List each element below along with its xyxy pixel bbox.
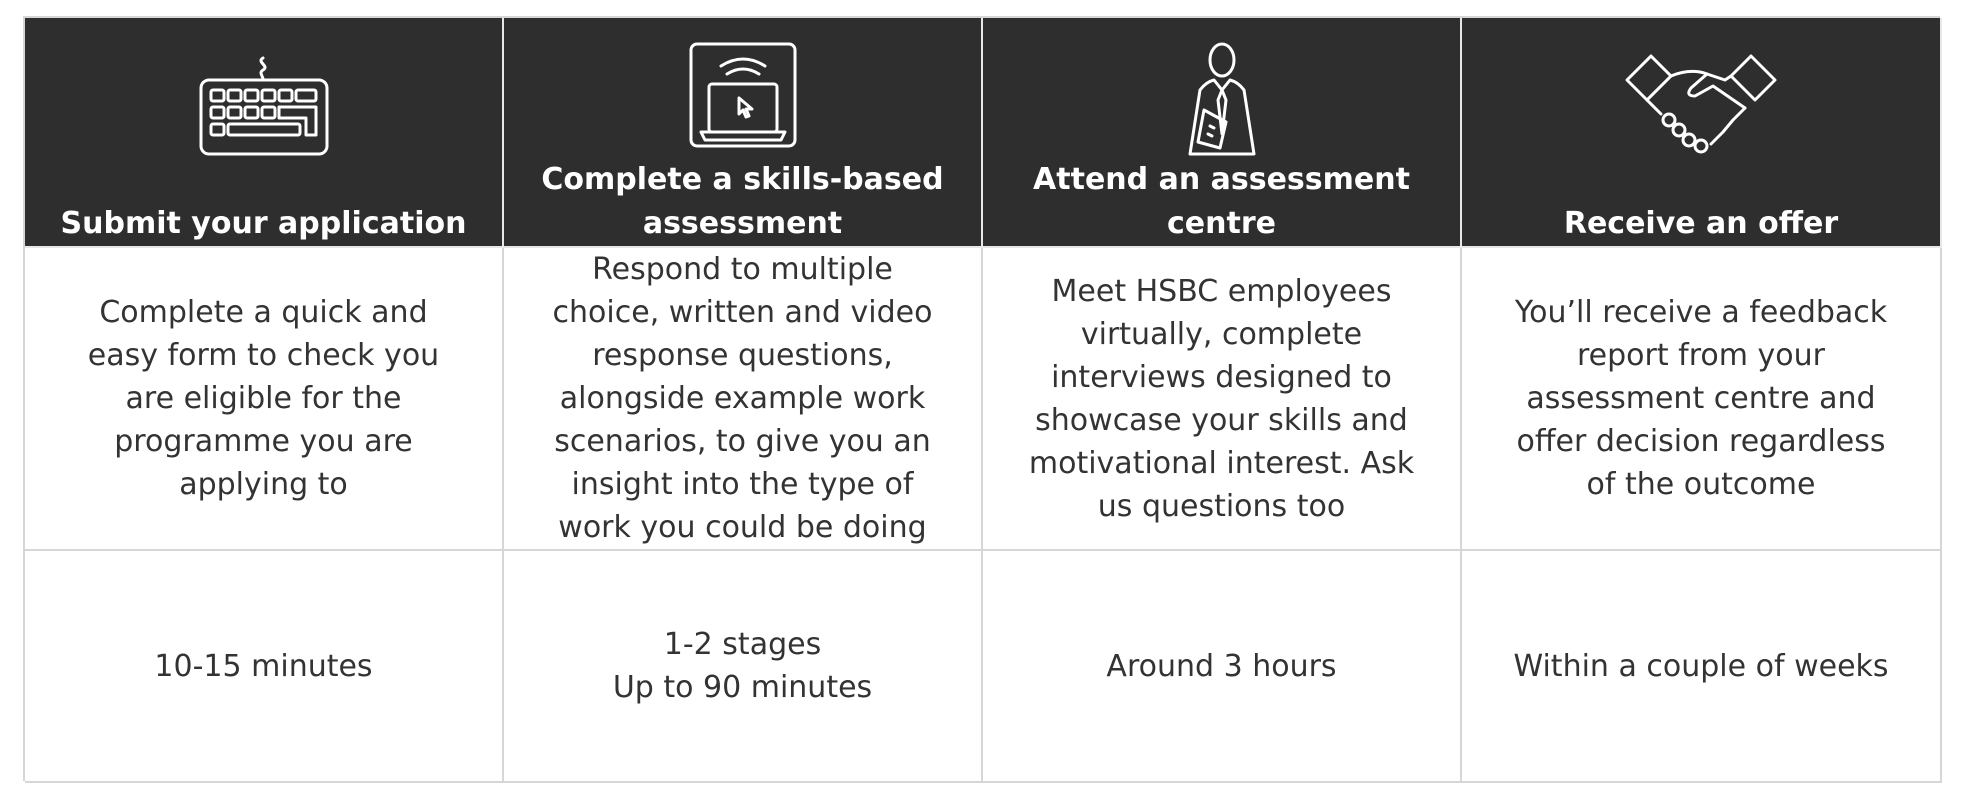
step-description-submit-application: Complete a quick and easy form to check … (25, 248, 504, 551)
step-duration-assessment-centre: Around 3 hours (983, 551, 1462, 783)
step-duration-submit-application: 10-15 minutes (25, 551, 504, 783)
step-title: Submit your application (60, 206, 467, 241)
step-header-submit-application: Submit your application (25, 18, 504, 248)
employee-icon (1142, 40, 1302, 160)
step-description-receive-offer: You’ll receive a feedback report from yo… (1462, 248, 1942, 551)
step-header-receive-offer: Receive an offer (1462, 18, 1942, 248)
process-grid: Submit your application Complete a skill… (23, 16, 1942, 783)
step-title: Receive an offer (1563, 206, 1839, 241)
keyboard-icon (184, 40, 344, 160)
step-title: Complete a skills-based assessment (541, 162, 944, 241)
step-header-assessment-centre: Attend an assessment centre (983, 18, 1462, 248)
recruitment-process-table: Submit your application Complete a skill… (23, 16, 1942, 783)
step-duration-receive-offer: Within a couple of weeks (1462, 551, 1942, 783)
step-title: Attend an assessment centre (1033, 162, 1410, 241)
laptop-icon (663, 40, 823, 160)
step-description-skills-assessment: Respond to multiple choice, written and … (504, 248, 983, 551)
handshake-icon (1621, 40, 1781, 160)
step-header-skills-assessment: Complete a skills-based assessment (504, 18, 983, 248)
step-description-assessment-centre: Meet HSBC employees virtually, complete … (983, 248, 1462, 551)
step-duration-skills-assessment: 1-2 stages Up to 90 minutes (504, 551, 983, 783)
